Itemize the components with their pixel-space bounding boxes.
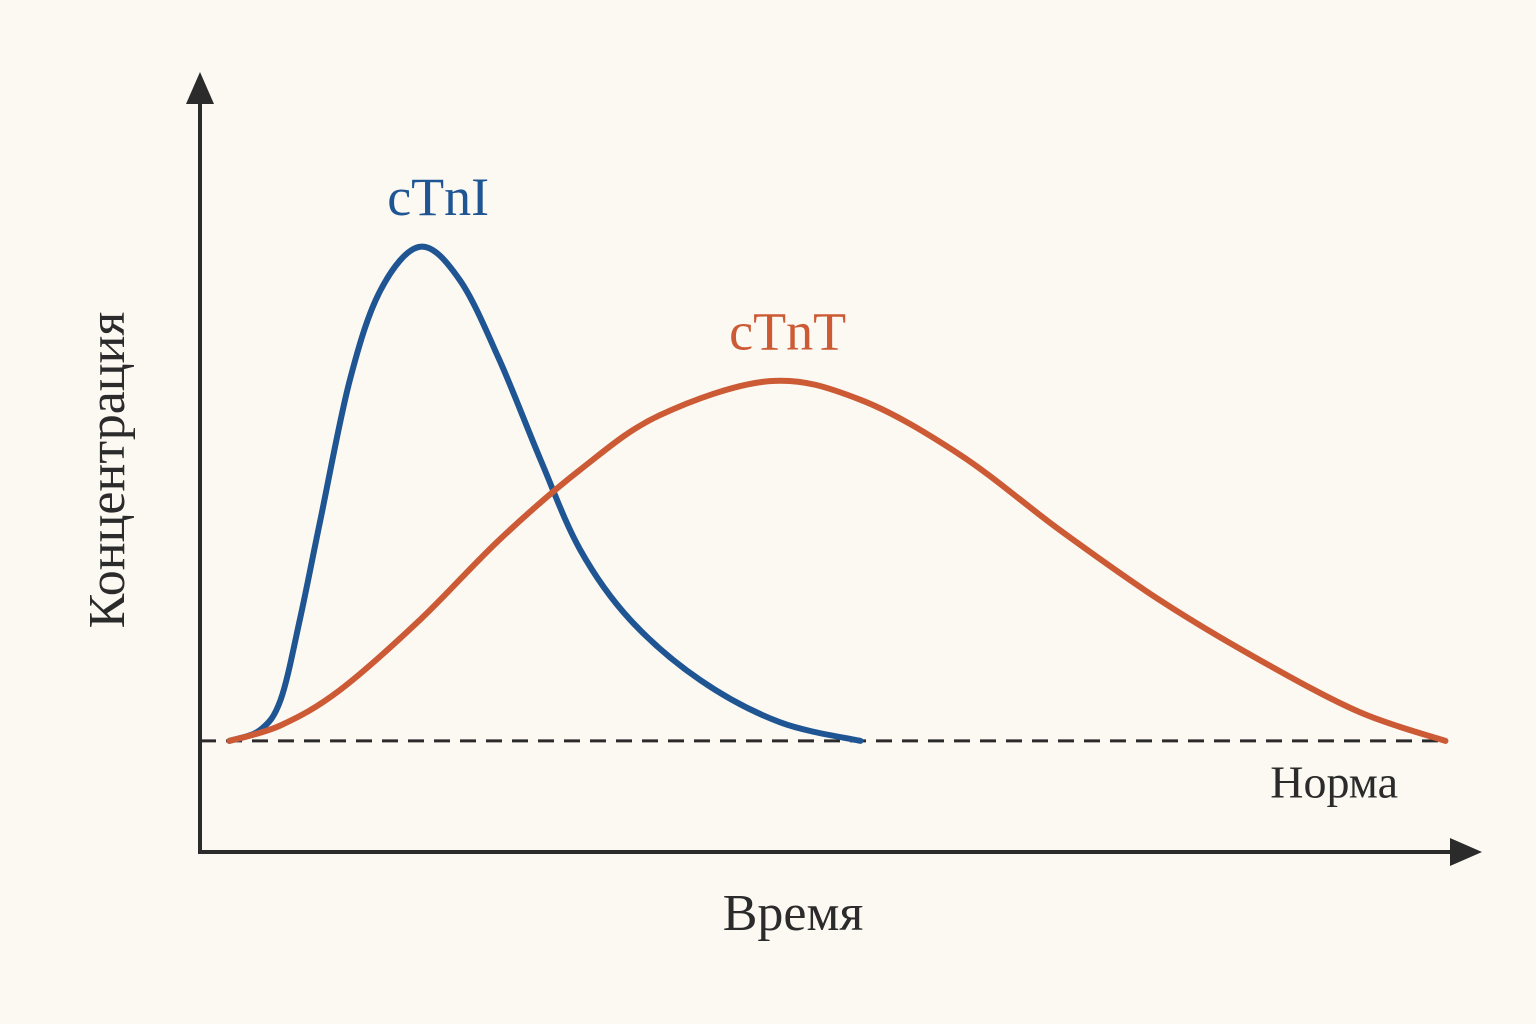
- series-label: cTnI: [387, 167, 489, 227]
- x-axis-label: Время: [723, 885, 864, 942]
- line-ctnt: [226, 377, 1449, 744]
- x-axis-arrow: [1450, 838, 1482, 866]
- series-label: cTnT: [729, 302, 846, 362]
- norm-label: Норма: [1270, 756, 1398, 807]
- line-ctni: [226, 243, 864, 744]
- y-axis-arrow: [186, 72, 214, 104]
- y-axis-label: Концентрация: [79, 312, 136, 629]
